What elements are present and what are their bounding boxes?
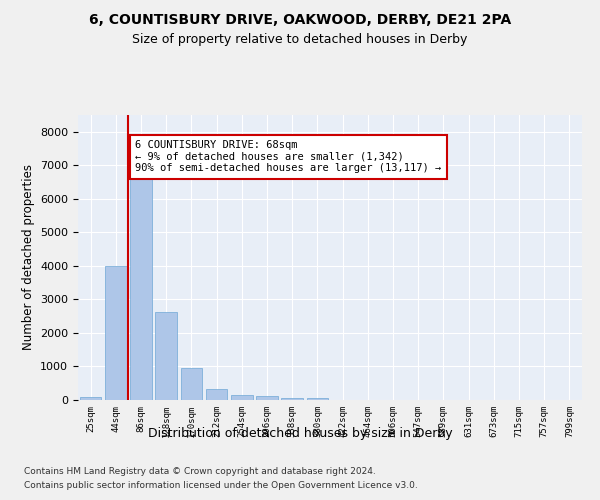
Bar (155, 312, 177, 400)
Bar (231, 396, 253, 400)
Bar (307, 398, 328, 400)
Text: Distribution of detached houses by size in Derby: Distribution of detached houses by size … (148, 428, 452, 440)
Text: Size of property relative to detached houses in Derby: Size of property relative to detached ho… (133, 32, 467, 46)
Bar (256, 396, 278, 400)
Text: Contains public sector information licensed under the Open Government Licence v3: Contains public sector information licen… (24, 481, 418, 490)
Bar (80, 396, 101, 400)
Text: 6, COUNTISBURY DRIVE, OAKWOOD, DERBY, DE21 2PA: 6, COUNTISBURY DRIVE, OAKWOOD, DERBY, DE… (89, 12, 511, 26)
Text: Contains HM Land Registry data © Crown copyright and database right 2024.: Contains HM Land Registry data © Crown c… (24, 468, 376, 476)
Bar (130, 178, 152, 400)
Bar (105, 266, 127, 400)
Bar (181, 368, 202, 400)
Bar (206, 390, 227, 400)
Bar (281, 398, 303, 400)
Text: 6 COUNTISBURY DRIVE: 68sqm
← 9% of detached houses are smaller (1,342)
90% of se: 6 COUNTISBURY DRIVE: 68sqm ← 9% of detac… (136, 140, 442, 173)
Y-axis label: Number of detached properties: Number of detached properties (22, 164, 35, 350)
